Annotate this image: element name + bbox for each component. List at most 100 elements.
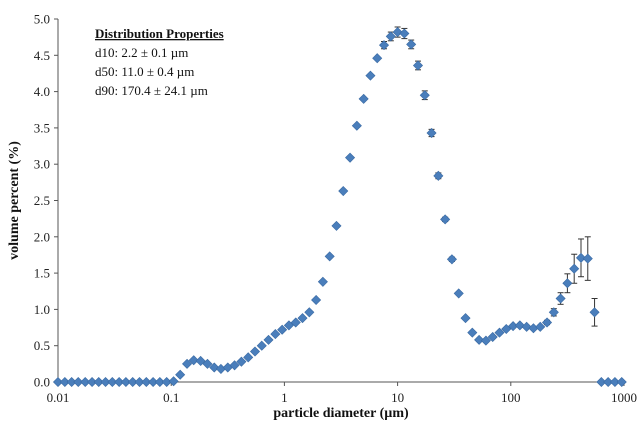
data-point	[243, 352, 254, 363]
data-point	[236, 356, 247, 367]
y-tick-label: 3.5	[34, 120, 50, 135]
data-point	[596, 376, 607, 388]
data-point	[263, 334, 274, 345]
y-axis-title: volume percent (%)	[7, 141, 22, 260]
x-axis-title: particle diameter (µm)	[273, 406, 409, 421]
data-point	[378, 40, 390, 51]
data-point	[575, 252, 587, 263]
data-point	[215, 363, 226, 374]
data-point	[127, 376, 138, 388]
data-point	[277, 324, 288, 335]
data-point	[331, 220, 342, 231]
data-point	[283, 320, 294, 331]
y-tick-label: 4.0	[34, 84, 50, 99]
data-point	[168, 376, 179, 387]
data-point	[93, 376, 104, 388]
y-tick-label: 1.5	[34, 266, 50, 281]
data-point	[555, 293, 566, 304]
data-point	[195, 355, 206, 366]
data-point	[440, 214, 451, 225]
data-point	[365, 70, 376, 81]
data-point	[66, 376, 77, 388]
data-point	[229, 360, 240, 371]
data-point	[188, 355, 199, 366]
data-point	[297, 313, 308, 324]
data-point	[324, 251, 335, 262]
data-point	[603, 376, 614, 388]
data-point	[304, 307, 315, 318]
data-point	[494, 327, 505, 338]
data-point	[399, 28, 410, 39]
data-point	[487, 331, 498, 343]
data-point	[569, 263, 580, 274]
data-point	[446, 254, 457, 265]
data-point	[290, 317, 301, 328]
data-point	[100, 376, 111, 388]
data-point	[52, 376, 64, 388]
x-tick-label: 1	[281, 390, 288, 405]
annotation-d90: d90: 170.4 ± 24.1 µm	[95, 83, 208, 98]
data-point	[521, 321, 532, 332]
x-tick-label: 10	[391, 390, 404, 405]
data-point	[154, 376, 165, 388]
x-tick-label: 0.1	[163, 390, 179, 405]
x-tick-label: 100	[501, 390, 521, 405]
data-point	[120, 376, 131, 388]
data-point	[514, 320, 525, 331]
data-point	[338, 186, 349, 197]
data-point	[385, 31, 396, 42]
data-point	[460, 313, 471, 324]
data-point	[270, 329, 281, 340]
x-tick-labels: 0.01 0.1 1 10 100 1000	[47, 382, 637, 405]
data-point	[528, 323, 539, 334]
data-points	[52, 27, 627, 388]
y-tick-label: 1.0	[34, 302, 50, 317]
error-bars	[381, 26, 598, 343]
x-tick-label: 1000	[611, 390, 637, 405]
y-tick-label: 2.5	[34, 193, 50, 208]
y-tick-label: 0.5	[34, 338, 50, 353]
data-point	[419, 90, 430, 101]
data-point	[474, 334, 485, 345]
data-point	[87, 376, 98, 388]
data-point	[202, 358, 213, 369]
y-tick-label: 3.0	[34, 157, 50, 172]
annotation-heading: Distribution Properties	[95, 26, 224, 41]
data-point	[589, 307, 600, 318]
data-point	[80, 376, 91, 388]
data-point	[609, 376, 620, 388]
data-point	[406, 39, 417, 50]
data-point	[467, 327, 478, 338]
data-point	[535, 321, 546, 332]
data-point	[351, 120, 362, 131]
data-point	[73, 376, 84, 388]
data-point	[541, 317, 553, 328]
data-point	[249, 346, 261, 357]
data-point	[358, 93, 369, 104]
data-point	[372, 53, 383, 64]
data-point	[562, 278, 573, 289]
data-point	[256, 340, 267, 351]
data-point	[392, 27, 403, 38]
data-point	[107, 376, 118, 388]
data-point	[134, 376, 145, 388]
data-point	[433, 170, 444, 181]
data-point	[175, 369, 186, 380]
data-point	[616, 376, 627, 388]
x-tick-label: 0.01	[47, 390, 70, 405]
data-point	[453, 288, 464, 299]
data-point	[148, 376, 159, 388]
distribution-properties-box: Distribution Properties d10: 2.2 ± 0.1 µ…	[95, 26, 224, 98]
data-point	[317, 276, 328, 287]
data-point	[141, 376, 152, 388]
y-tick-labels: 0.0 0.5 1.0 1.5 2.0 2.5 3.0 3.5 4.0 4.5 5.0	[34, 12, 58, 390]
data-point	[345, 152, 356, 163]
annotation-d50: d50: 11.0 ± 0.4 µm	[95, 64, 194, 79]
data-point	[480, 335, 491, 346]
y-tick-label: 0.0	[34, 375, 50, 390]
data-point	[311, 294, 322, 305]
y-tick-label: 5.0	[34, 12, 50, 27]
data-point	[114, 376, 125, 388]
data-point	[548, 307, 559, 318]
